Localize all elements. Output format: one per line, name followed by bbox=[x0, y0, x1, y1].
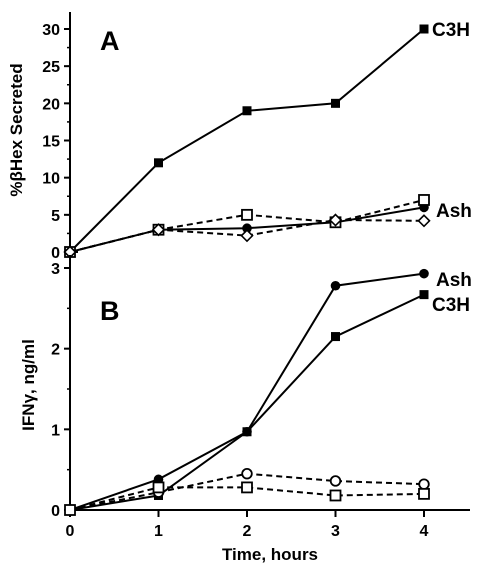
y-tick-label: 30 bbox=[42, 22, 60, 39]
y-tick-label: 1 bbox=[51, 422, 60, 439]
panel-a-letter: A bbox=[100, 26, 120, 56]
data-point-open-diamond bbox=[151, 223, 166, 237]
series-label-ash-b: Ash bbox=[436, 270, 472, 291]
data-point-open-square bbox=[241, 208, 253, 221]
y-tick-label: 0 bbox=[51, 503, 60, 520]
data-point-filled-square bbox=[242, 106, 252, 116]
data-point-open-square bbox=[329, 489, 342, 502]
data-point-open-diamond bbox=[417, 214, 431, 228]
data-point-open-square bbox=[64, 504, 76, 516]
panel-b-letter: B bbox=[100, 296, 120, 326]
data-point-open-square bbox=[418, 194, 430, 206]
data-point-filled-circle bbox=[330, 280, 341, 291]
data-point-filled-square bbox=[154, 158, 163, 168]
x-tick-label: 0 bbox=[66, 523, 75, 540]
data-point-filled-square bbox=[331, 98, 340, 108]
y-tick-label: 25 bbox=[42, 59, 60, 76]
data-point-open-circle bbox=[329, 475, 342, 487]
series-label-c3h-a: C3H bbox=[432, 20, 470, 41]
y-tick-label: 10 bbox=[42, 171, 60, 188]
y-tick-label: 15 bbox=[42, 134, 60, 151]
y-axis-title-b: IFNγ, ng/ml bbox=[19, 339, 38, 431]
x-axis-title: Time, hours bbox=[222, 545, 318, 564]
data-point-open-square bbox=[241, 481, 253, 494]
x-tick-label: 3 bbox=[331, 523, 340, 540]
y-tick-label: 3 bbox=[51, 261, 60, 278]
data-point-filled-square bbox=[242, 427, 252, 437]
data-point-open-circle bbox=[241, 468, 253, 480]
data-point-open-diamond bbox=[240, 229, 254, 243]
data-point-open-diamond bbox=[328, 213, 343, 227]
series-label-ash-a: Ash bbox=[436, 201, 472, 222]
data-point-open-square bbox=[418, 487, 430, 500]
data-point-filled-square bbox=[419, 290, 429, 300]
y-tick-label: 0 bbox=[51, 245, 60, 262]
panel-b: 0 1 2 3 0 1 2 3 4 bbox=[51, 255, 470, 540]
x-tick-label: 4 bbox=[420, 523, 429, 540]
series-label-c3h-b: C3H bbox=[432, 295, 470, 316]
data-point-filled-square bbox=[331, 332, 340, 342]
y-axis-title-a: %βHex Secreted bbox=[7, 63, 26, 196]
y-tick-label: 2 bbox=[51, 342, 60, 359]
data-point-filled-circle bbox=[419, 268, 429, 279]
data-point-filled-circle bbox=[242, 223, 252, 234]
y-tick-label: 20 bbox=[42, 96, 60, 113]
data-point-filled-square bbox=[419, 24, 429, 34]
series-line bbox=[69, 218, 425, 253]
x-tick-label: 2 bbox=[243, 523, 252, 540]
x-tick-label: 1 bbox=[154, 523, 163, 540]
series-line bbox=[69, 486, 425, 511]
y-tick-label: 5 bbox=[51, 208, 60, 225]
panel-a: 0 5 10 15 20 25 30 bbox=[42, 12, 431, 262]
data-point-open-circle bbox=[418, 478, 430, 490]
data-point-open-square bbox=[152, 481, 165, 494]
